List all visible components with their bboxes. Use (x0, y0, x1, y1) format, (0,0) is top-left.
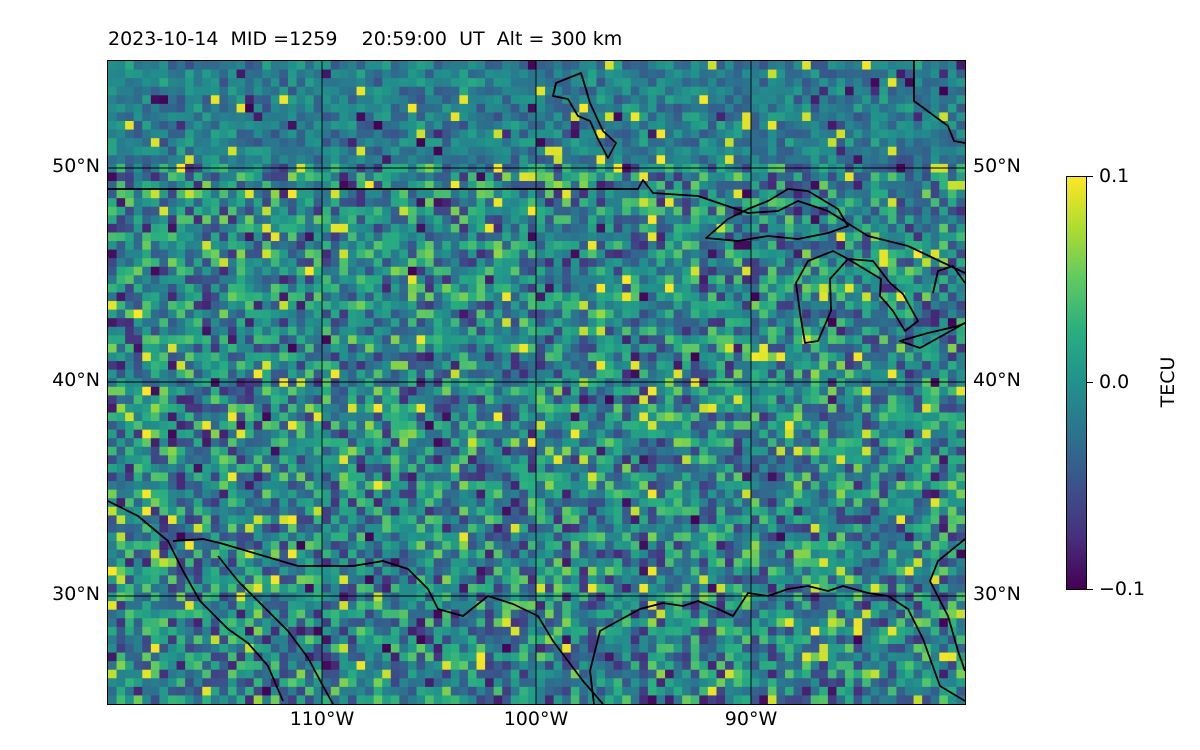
baja-peninsula (217, 555, 334, 704)
lat-label-right-40: 40°N (973, 369, 1021, 391)
title-date: 2023-10-14 (108, 28, 219, 50)
map-title: 2023-10-14 MID =1259 20:59:00 UT Alt = 3… (108, 28, 622, 50)
colorbar (1066, 176, 1087, 590)
atlantic-coast (929, 538, 965, 672)
lake-ontario (932, 265, 965, 294)
us-canada-border (108, 179, 965, 274)
title-time: 20:59:00 (361, 28, 447, 50)
tec-heatmap (108, 61, 965, 704)
lat-label-right-30: 30°N (973, 583, 1021, 605)
tec-map (107, 60, 966, 705)
lake-michigan (795, 250, 849, 344)
colorbar-tick-zero (1087, 382, 1093, 383)
graticule (108, 61, 965, 704)
tec-map-svg (108, 61, 965, 704)
lat-label-right-50: 50°N (973, 155, 1021, 177)
title-altitude: Alt = 300 km (496, 28, 623, 50)
us-mexico-border (219, 542, 604, 704)
gulf-coast (589, 585, 965, 704)
pacific-coast (108, 500, 284, 702)
colorbar-label-max: 0.1 (1099, 165, 1130, 187)
colorbar-tick-min (1087, 589, 1093, 590)
colorbar-title: TECU (1157, 356, 1179, 408)
lat-label-left-40: 40°N (52, 369, 100, 391)
title-time-unit: UT (459, 28, 485, 50)
lake-winnipeg (552, 72, 617, 159)
colorbar-label-zero: 0.0 (1099, 371, 1130, 393)
lake-huron (847, 258, 919, 332)
lon-label-90: 90°W (724, 708, 778, 730)
colorbar-label-min: −0.1 (1099, 578, 1146, 600)
hudson-coast (913, 61, 965, 144)
lon-label-100: 100°W (503, 708, 569, 730)
lon-label-110: 110°W (289, 708, 355, 730)
colorbar-tick-max (1087, 176, 1093, 177)
lat-label-left-30: 30°N (52, 583, 100, 605)
lake-erie (899, 322, 965, 349)
boundaries (108, 61, 965, 704)
title-mid: MID =1259 (230, 28, 338, 50)
lat-label-left-50: 50°N (52, 155, 100, 177)
lake-superior (705, 188, 849, 242)
gulf-of-california (172, 538, 221, 544)
